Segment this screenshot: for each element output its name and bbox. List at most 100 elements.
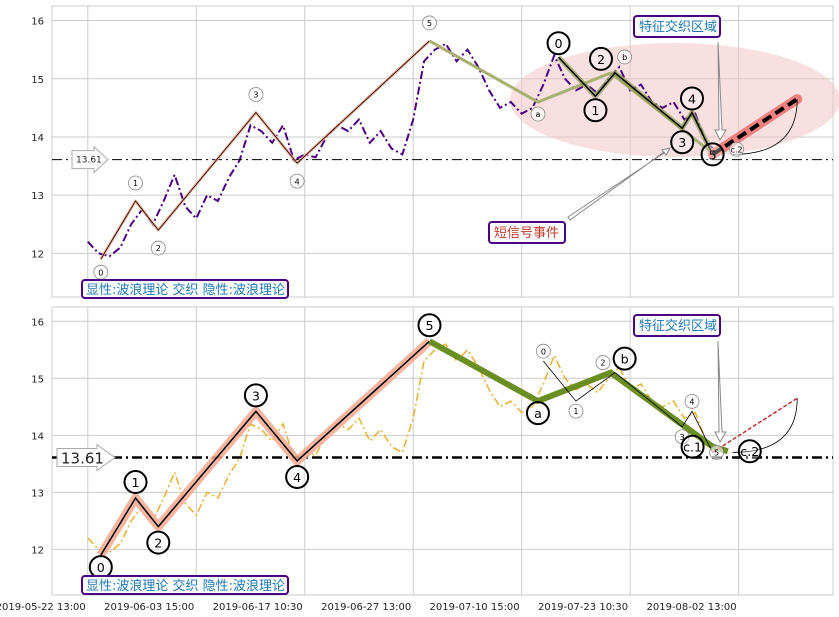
x-tick-label: 2019-07-23 10:30 <box>538 602 628 613</box>
wave1-point-label: 5 <box>425 318 433 333</box>
y-tick-label: 15 <box>31 374 44 385</box>
wave1-point-marker <box>243 383 268 408</box>
y-tick-label: 13 <box>31 191 44 202</box>
x-tick-label: 2019-06-03 15:00 <box>104 602 194 613</box>
forecast-arc <box>732 398 798 453</box>
level-label-arrow <box>56 443 116 472</box>
wave1-point-label: 2 <box>156 244 161 253</box>
wave2-point-marker <box>583 98 608 123</box>
sub-wave-line <box>558 56 714 155</box>
level-label: 13.61 <box>76 156 102 166</box>
y-tick-label: 12 <box>31 249 44 260</box>
zone-label: 特征交织区域 <box>639 318 717 334</box>
legend-text: 显性:波浪理论 交织 隐性:波浪理论 <box>86 282 285 298</box>
wave2-point-marker <box>670 130 695 155</box>
wave1-point-label: 1 <box>133 179 138 188</box>
level-label: 13.61 <box>61 450 104 468</box>
wave2-point-label: 3 <box>678 135 686 150</box>
wave1-point-marker <box>128 175 143 191</box>
signal-arrow <box>567 147 672 221</box>
signal-label-box <box>488 221 566 244</box>
abc-point-label: c.1 <box>683 440 702 455</box>
y-tick-label: 16 <box>31 17 44 28</box>
wave1-point-marker <box>150 240 166 256</box>
wave1-point-label: 4 <box>295 177 300 186</box>
legend-text: 显性:波浪理论 交织 隐性:波浪理论 <box>86 578 285 594</box>
abc-point-marker <box>530 106 546 122</box>
wave2-point-marker <box>684 393 700 409</box>
wave2-point-label: 5 <box>714 449 719 458</box>
wave1-point-marker <box>289 173 305 189</box>
zone-arrow <box>714 340 727 444</box>
wave2-point-label: 5 <box>709 147 717 162</box>
x-tick-label: 2019-06-27 13:00 <box>321 602 411 613</box>
wave2-point-label: 2 <box>600 359 605 368</box>
forecast-arc <box>732 99 798 155</box>
legend-box <box>81 279 289 299</box>
abc-point-label: c.2 <box>731 145 743 154</box>
impulse-wave-line <box>100 340 430 556</box>
legend-box <box>81 575 289 595</box>
abc-point-label: a <box>534 406 542 421</box>
sub-wave-highlight <box>543 360 713 453</box>
abc-point-label: c.2 <box>740 444 759 459</box>
zone-label-box <box>633 15 721 38</box>
forecast-line <box>711 97 799 157</box>
wave2-point-marker <box>588 46 613 71</box>
abc-point-label: b <box>622 53 627 62</box>
wave1-point-marker <box>123 470 148 495</box>
wave2-point-marker <box>679 86 704 111</box>
x-tick-label: 2019-06-17 10:30 <box>213 602 303 613</box>
wave2-point-marker <box>700 142 725 167</box>
wave1-point-label: 3 <box>252 388 260 403</box>
wave1-point-label: 3 <box>253 91 258 100</box>
wave1-point-marker <box>146 530 171 555</box>
wave1-point-label: 2 <box>154 536 162 551</box>
abc-point-marker <box>729 141 744 157</box>
abc-point-marker <box>617 49 633 65</box>
level-label-arrow <box>71 145 109 174</box>
y-tick-label: 16 <box>31 317 44 328</box>
zone-label: 特征交织区域 <box>639 19 717 35</box>
wave1-point-label: 0 <box>97 560 105 575</box>
wave2-point-label: 0 <box>541 347 546 356</box>
wave2-point-marker <box>546 31 571 56</box>
wave1-point-label: 1 <box>132 475 140 490</box>
wave2-point-label: 4 <box>689 398 694 407</box>
abc-point-label: a <box>535 110 540 119</box>
abc-point-marker <box>680 434 705 459</box>
wave2-point-marker <box>568 403 584 419</box>
x-tick-label: 2019-05-22 13:00 <box>0 602 86 613</box>
wave2-point-label: 1 <box>591 103 599 118</box>
wave1-point-label: 5 <box>427 19 432 28</box>
y-tick-label: 15 <box>31 75 44 86</box>
wave2-point-label: 1 <box>573 407 578 416</box>
impulse-wave-line <box>100 40 430 260</box>
abc-point-label: b <box>621 352 629 367</box>
y-tick-label: 14 <box>31 133 44 144</box>
zone-label-box <box>633 314 721 337</box>
wave1-point-marker <box>285 464 310 489</box>
wave2-point-marker <box>709 445 724 460</box>
wave2-point-label: 0 <box>555 36 563 51</box>
wave1-point-marker <box>417 313 442 338</box>
abc-point-marker <box>525 401 550 426</box>
wave1-point-marker <box>248 87 264 102</box>
wave1-point-label: 0 <box>98 268 103 277</box>
wave2-point-label: 4 <box>688 91 696 106</box>
x-tick-label: 2019-08-02 13:00 <box>647 602 737 613</box>
wave2-point-label: 2 <box>597 52 605 67</box>
wave2-point-marker <box>535 343 551 359</box>
wave1-point-marker <box>422 15 437 31</box>
signal-label: 短信号事件 <box>494 226 559 241</box>
abc-point-marker <box>612 346 637 371</box>
y-tick-label: 14 <box>31 431 44 442</box>
wave2-point-label: 3 <box>680 433 685 442</box>
abc-point-marker <box>737 439 762 464</box>
zone-arrow <box>714 41 727 142</box>
y-tick-label: 13 <box>31 488 44 499</box>
x-tick-label: 2019-07-10 15:00 <box>430 602 520 613</box>
wave2-point-marker <box>595 355 611 370</box>
